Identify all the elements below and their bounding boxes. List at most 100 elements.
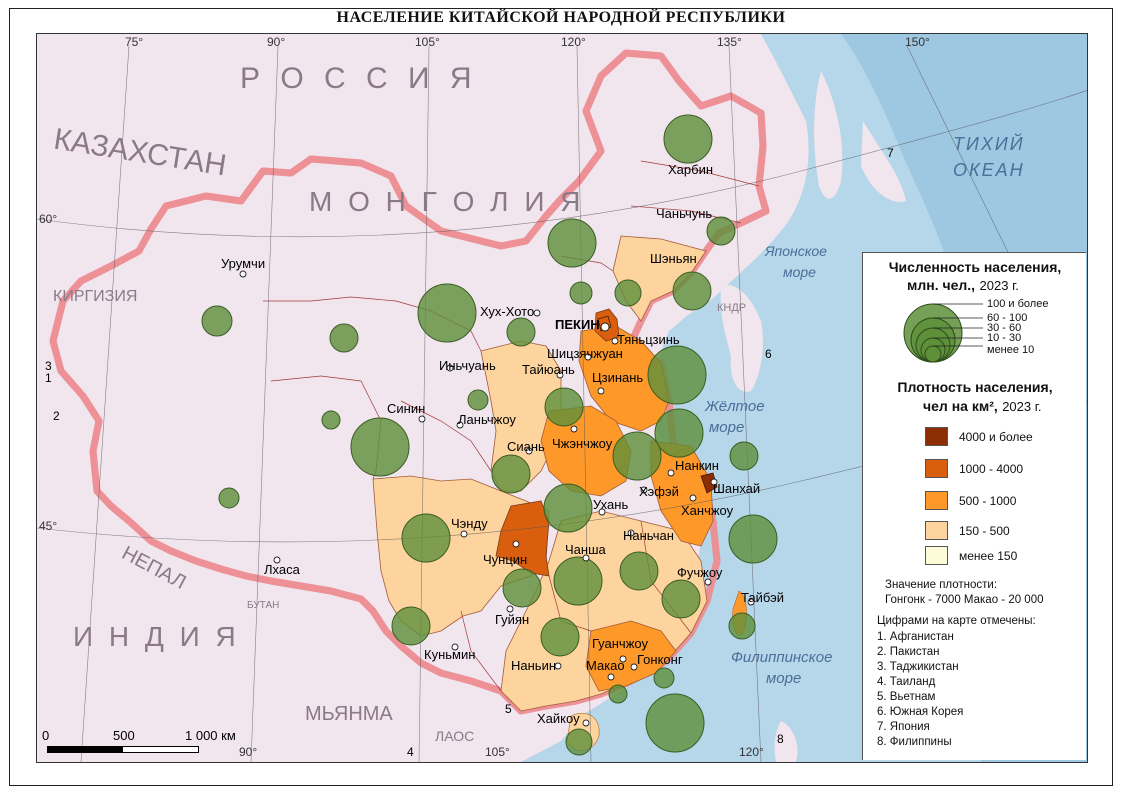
sea-japan-1: Японское	[765, 243, 827, 259]
legend-circles	[903, 303, 983, 363]
circle-macao	[608, 684, 628, 704]
country-myanma: МЬЯНМА	[305, 703, 393, 725]
country-butan: БУТАН	[247, 600, 280, 611]
circle-zhejiang	[728, 514, 778, 564]
scale-zero: 0	[42, 728, 50, 743]
map-labels: 75° 90° 105° 120° 135° 150° 60° 45° 90° …	[37, 34, 1087, 762]
legend-number-1: 1. Афганистан	[877, 631, 954, 643]
legend-pop-title-2: млн. чел.,	[907, 277, 976, 293]
city-huhhot: Хух-Хото	[480, 304, 535, 319]
graticule	[37, 45, 1087, 762]
city-shanghai: Шанхай	[713, 481, 761, 496]
meridian-bottom-105: 105°	[485, 745, 510, 759]
density-500-1000-regions	[540, 325, 714, 692]
city-shijiazhuang: Шицзячжуан	[547, 346, 623, 361]
legend-dens-class-3: 500 - 1000	[959, 494, 1017, 508]
map-number-8: 8	[777, 732, 784, 746]
legend-pop-class-5: менее 10	[987, 344, 1035, 356]
city-nanning: Наньин	[511, 658, 557, 673]
city-hangzhou: Ханчжоу	[681, 503, 734, 518]
legend-number-5: 5. Вьетнам	[877, 691, 936, 703]
circle-gansu	[350, 417, 410, 477]
map-number-6: 6	[765, 347, 772, 361]
map-number-3: 3	[45, 359, 52, 373]
city-fuzhou: Фучжоу	[677, 565, 723, 580]
city-changchun: Чаньчунь	[656, 206, 713, 221]
legend-panel: Численность населения, млн. чел., 2023 г…	[862, 252, 1086, 760]
circle-guangxi	[540, 617, 580, 657]
legend-dens-class-5: менее 150	[959, 549, 1018, 563]
circle-heilongjiang	[663, 114, 713, 164]
city-changsha: Чанша	[565, 542, 606, 557]
city-wuhan: Ухань	[593, 497, 629, 512]
circle-ningxia	[329, 323, 359, 353]
legend-number-3: 3. Таджикистан	[877, 661, 959, 673]
city-kunming: Куньмин	[424, 647, 476, 662]
city-guangzhou: Гуанчжоу	[592, 636, 648, 651]
map-frame	[9, 8, 1113, 786]
circle-guangdong	[645, 693, 705, 753]
map-number-2: 2	[53, 409, 60, 423]
swatch-500-1000	[925, 491, 948, 510]
circle-tibet	[218, 487, 240, 509]
circle-shaanxi	[491, 454, 531, 494]
hokkaido-island	[861, 121, 906, 202]
swatch-150-500	[925, 521, 948, 540]
map-title: НАСЕЛЕНИЕ КИТАЙСКОЙ НАРОДНОЙ РЕСПУБЛИКИ	[336, 9, 786, 26]
legend-dens-class-1: 4000 и более	[959, 430, 1033, 444]
map-number-5: 5	[505, 702, 512, 716]
circle-xinjiang	[201, 305, 233, 337]
legend-dens-class-4: 150 - 500	[959, 524, 1010, 538]
meridian-150: 150°	[905, 35, 930, 49]
legend-dens-title-1: Плотность населения,	[897, 379, 1053, 395]
city-macao: Макао	[586, 658, 625, 673]
country-kazakhstan: КАЗАХСТАН	[51, 122, 229, 183]
meridian-75: 75°	[125, 35, 144, 49]
legend-density-note: Гонгонк - 7000 Макао - 20 000	[885, 594, 1044, 606]
city-haikou: Хайкоу	[537, 711, 580, 726]
region-shaanxi-shanxi	[480, 340, 562, 492]
philippines-island	[774, 721, 798, 762]
country-nepal: НЕПАЛ	[118, 542, 190, 594]
circle-anhui	[612, 431, 662, 481]
circle-shanxi	[544, 387, 584, 427]
circle-fujian	[661, 579, 701, 619]
circle-hongkong	[653, 667, 675, 689]
scale-end: 1 000 км	[185, 728, 236, 743]
swatch-4000-plus	[925, 427, 948, 446]
circle-shandong	[647, 345, 707, 405]
circle-jilin	[706, 216, 736, 246]
city-hongkong: Гонконг	[637, 652, 683, 667]
map-number-7: 7	[887, 146, 894, 160]
circle-henan	[654, 408, 704, 458]
country-russia: Р О С С И Я	[240, 62, 478, 95]
circle-hunan	[553, 556, 603, 606]
city-hefei: Хэфэй	[639, 484, 679, 499]
legend-dens-title-2-row: чел на км², 2023 г.	[923, 398, 1042, 416]
meridian-90: 90°	[267, 35, 286, 49]
circle-xinjiang-north	[417, 283, 477, 343]
legend-pop-class-4: 10 - 30	[987, 332, 1022, 344]
circle-sichuan	[401, 513, 451, 563]
circle-beijing	[569, 281, 593, 305]
city-yinchuan: Иньчуань	[439, 358, 496, 373]
region-henan	[540, 405, 632, 497]
meridian-105: 105°	[415, 35, 440, 49]
city-jinan: Цзинань	[592, 370, 644, 385]
city-taibei: Тайбэй	[741, 590, 785, 605]
city-lanzhou: Ланьчжоу	[458, 412, 516, 427]
sea-phil-1: Филиппинское	[731, 649, 833, 666]
scale-bar	[47, 746, 199, 753]
legend-number-8: 8. Филиппины	[877, 736, 952, 748]
population-circles	[201, 114, 778, 756]
circle-inner-mongolia	[547, 218, 597, 268]
country-laos: ЛАОС	[435, 728, 475, 744]
city-zhengzhou: Чжэнчжоу	[552, 436, 613, 451]
swatch-under-150	[925, 546, 948, 565]
legend-number-2: 2. Пакистан	[877, 646, 940, 658]
circle-ningxia-small	[467, 389, 489, 411]
country-kndr: КНДР	[717, 302, 747, 314]
circle-qinghai	[321, 410, 341, 430]
legend-pop-class-3: 30 - 60	[987, 322, 1022, 334]
city-tianjin: Тяньцзинь	[617, 332, 680, 347]
